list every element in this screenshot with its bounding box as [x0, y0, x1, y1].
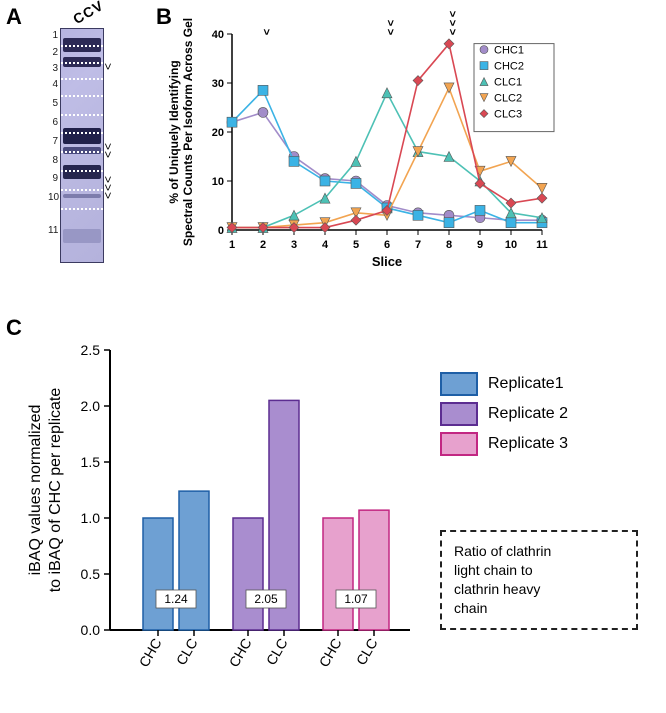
legend-swatch	[440, 432, 478, 456]
svg-text:CLC: CLC	[173, 636, 201, 668]
legend-item: Replicate1	[440, 372, 568, 396]
gel-slice-number: 5	[48, 98, 58, 109]
gel-slice-number: 1	[48, 30, 58, 41]
svg-text:7: 7	[415, 239, 421, 251]
svg-text:1: 1	[229, 239, 235, 251]
gel-ccv-label: CCV	[70, 0, 106, 27]
gel-slice-line	[61, 170, 103, 172]
legend-label: Replicate 2	[488, 405, 568, 423]
svg-text:>: >	[384, 29, 396, 35]
svg-text:CLC1: CLC1	[494, 77, 522, 89]
svg-text:8: 8	[446, 239, 452, 251]
gel-lane-wrap: CCV 1234567891011>>>>>>	[38, 28, 128, 263]
svg-text:0.5: 0.5	[81, 566, 101, 582]
svg-text:2.0: 2.0	[81, 398, 101, 414]
bar-chart: 0.0 0.5 1.0 1.5 2.0 2.5 iBAQ values normalized…	[20, 330, 660, 700]
gel-arrow-mark: >>	[101, 143, 115, 159]
gel-slice-line	[61, 114, 103, 116]
gel-band	[63, 165, 101, 179]
svg-text:CLC: CLC	[353, 636, 381, 668]
svg-text:10: 10	[505, 239, 517, 251]
svg-text:20: 20	[212, 127, 224, 139]
gel-slice-line	[61, 78, 103, 80]
gel-slice-number: 11	[48, 225, 58, 236]
svg-text:30: 30	[212, 78, 224, 90]
svg-text:2.5: 2.5	[81, 342, 101, 358]
svg-text:>: >	[446, 11, 458, 17]
gel-slice-number: 10	[48, 192, 58, 203]
line-chart: 0 10 20 30 40 1 2 3 4 5 6 7 8 9 10 11 % of Uniquely Iden…	[160, 10, 660, 270]
gel-slice-number: 9	[48, 173, 58, 184]
gel-slice-line	[61, 189, 103, 191]
svg-text:6: 6	[384, 239, 390, 251]
svg-text:CHC: CHC	[316, 636, 345, 670]
svg-text:>: >	[260, 29, 272, 35]
svg-text:1.24: 1.24	[164, 592, 188, 606]
svg-text:1.5: 1.5	[81, 454, 101, 470]
svg-text:CHC: CHC	[136, 636, 165, 670]
gel-slice-line	[61, 132, 103, 134]
svg-text:0: 0	[218, 225, 224, 237]
svg-text:CHC2: CHC2	[494, 61, 524, 73]
gel-slice-number: 3	[48, 63, 58, 74]
gel-slice-line	[61, 208, 103, 210]
gel-arrow-mark: >>>	[101, 176, 115, 200]
svg-text:1.07: 1.07	[344, 592, 368, 606]
svg-text:CLC3: CLC3	[494, 109, 522, 121]
svg-text:>: >	[446, 20, 458, 26]
line-chart-svg: 0 10 20 30 40 1 2 3 4 5 6 7 8 9 10 11 % of Uniquely Iden…	[160, 10, 660, 270]
gel-slice-number: 4	[48, 79, 58, 90]
gel-slice-line	[61, 62, 103, 64]
svg-text:CLC: CLC	[263, 636, 291, 668]
gel-arrow-mark: >	[101, 63, 115, 71]
gel-slice-line	[61, 95, 103, 97]
svg-text:Slice: Slice	[372, 254, 402, 269]
svg-text:0.0: 0.0	[81, 622, 101, 638]
legend-label: Replicate1	[488, 375, 564, 393]
svg-text:2: 2	[260, 239, 266, 251]
svg-text:Spectral Counts Per Isoform Ac: Spectral Counts Per Isoform Across Gel	[181, 18, 195, 246]
svg-text:>: >	[446, 29, 458, 35]
gel-band	[63, 194, 101, 199]
gel-band	[63, 128, 101, 144]
legend-label: Replicate 3	[488, 435, 568, 453]
gel-lane	[60, 28, 104, 263]
svg-text:to iBAQ of CHC per replicate: to iBAQ of CHC per replicate	[47, 388, 64, 593]
ratio-description-box: Ratio of clathrinlight chain toclathrin …	[440, 530, 638, 630]
gel-slice-line	[61, 151, 103, 153]
svg-text:iBAQ values normalized: iBAQ values normalized	[27, 405, 44, 576]
svg-text:% of Uniquely Identifying: % of Uniquely Identifying	[167, 60, 181, 203]
ratio-description-text: Ratio of clathrinlight chain toclathrin …	[454, 543, 551, 616]
legend-swatch	[440, 402, 478, 426]
legend-swatch	[440, 372, 478, 396]
gel-band	[63, 229, 101, 243]
svg-text:CHC1: CHC1	[494, 45, 524, 57]
panel-label-a: A	[6, 4, 22, 30]
gel-slice-line	[61, 45, 103, 47]
legend-item: Replicate 3	[440, 432, 568, 456]
svg-text:3: 3	[291, 239, 297, 251]
svg-text:9: 9	[477, 239, 483, 251]
svg-text:40: 40	[212, 29, 224, 41]
gel-slice-number: 7	[48, 136, 58, 147]
svg-text:1.0: 1.0	[81, 510, 101, 526]
gel-slice-number: 2	[48, 47, 58, 58]
svg-text:2.05: 2.05	[254, 592, 278, 606]
svg-text:11: 11	[536, 239, 548, 251]
gel-slice-number: 6	[48, 117, 58, 128]
svg-text:CLC2: CLC2	[494, 93, 522, 105]
svg-text:5: 5	[353, 239, 359, 251]
legend-item: Replicate 2	[440, 402, 568, 426]
svg-text:CHC: CHC	[226, 636, 255, 670]
gel-slice-number: 8	[48, 155, 58, 166]
bar-chart-legend: Replicate1 Replicate 2 Replicate 3	[440, 366, 568, 462]
svg-text:>: >	[384, 20, 396, 26]
svg-text:10: 10	[212, 176, 224, 188]
svg-text:4: 4	[322, 239, 329, 251]
